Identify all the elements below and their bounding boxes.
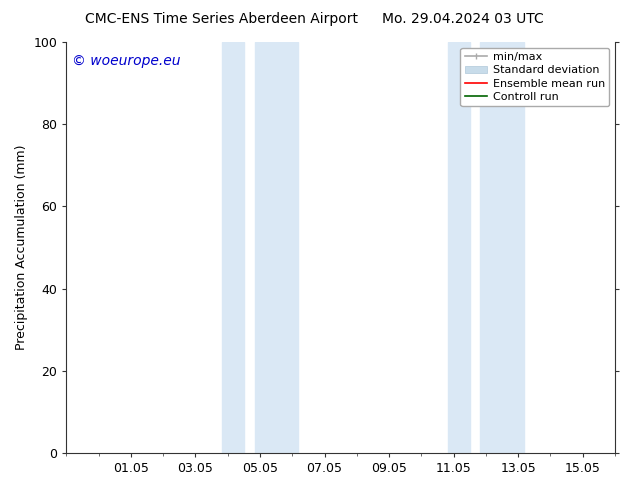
Bar	[448, 42, 470, 453]
Text: CMC-ENS Time Series Aberdeen Airport: CMC-ENS Time Series Aberdeen Airport	[86, 12, 358, 26]
Legend: min/max, Standard deviation, Ensemble mean run, Controll run: min/max, Standard deviation, Ensemble me…	[460, 48, 609, 106]
Text: Mo. 29.04.2024 03 UTC: Mo. 29.04.2024 03 UTC	[382, 12, 544, 26]
Bar	[254, 42, 298, 453]
Y-axis label: Precipitation Accumulation (mm): Precipitation Accumulation (mm)	[15, 145, 28, 350]
Bar	[481, 42, 524, 453]
Bar	[223, 42, 244, 453]
Text: © woeurope.eu: © woeurope.eu	[72, 54, 181, 69]
